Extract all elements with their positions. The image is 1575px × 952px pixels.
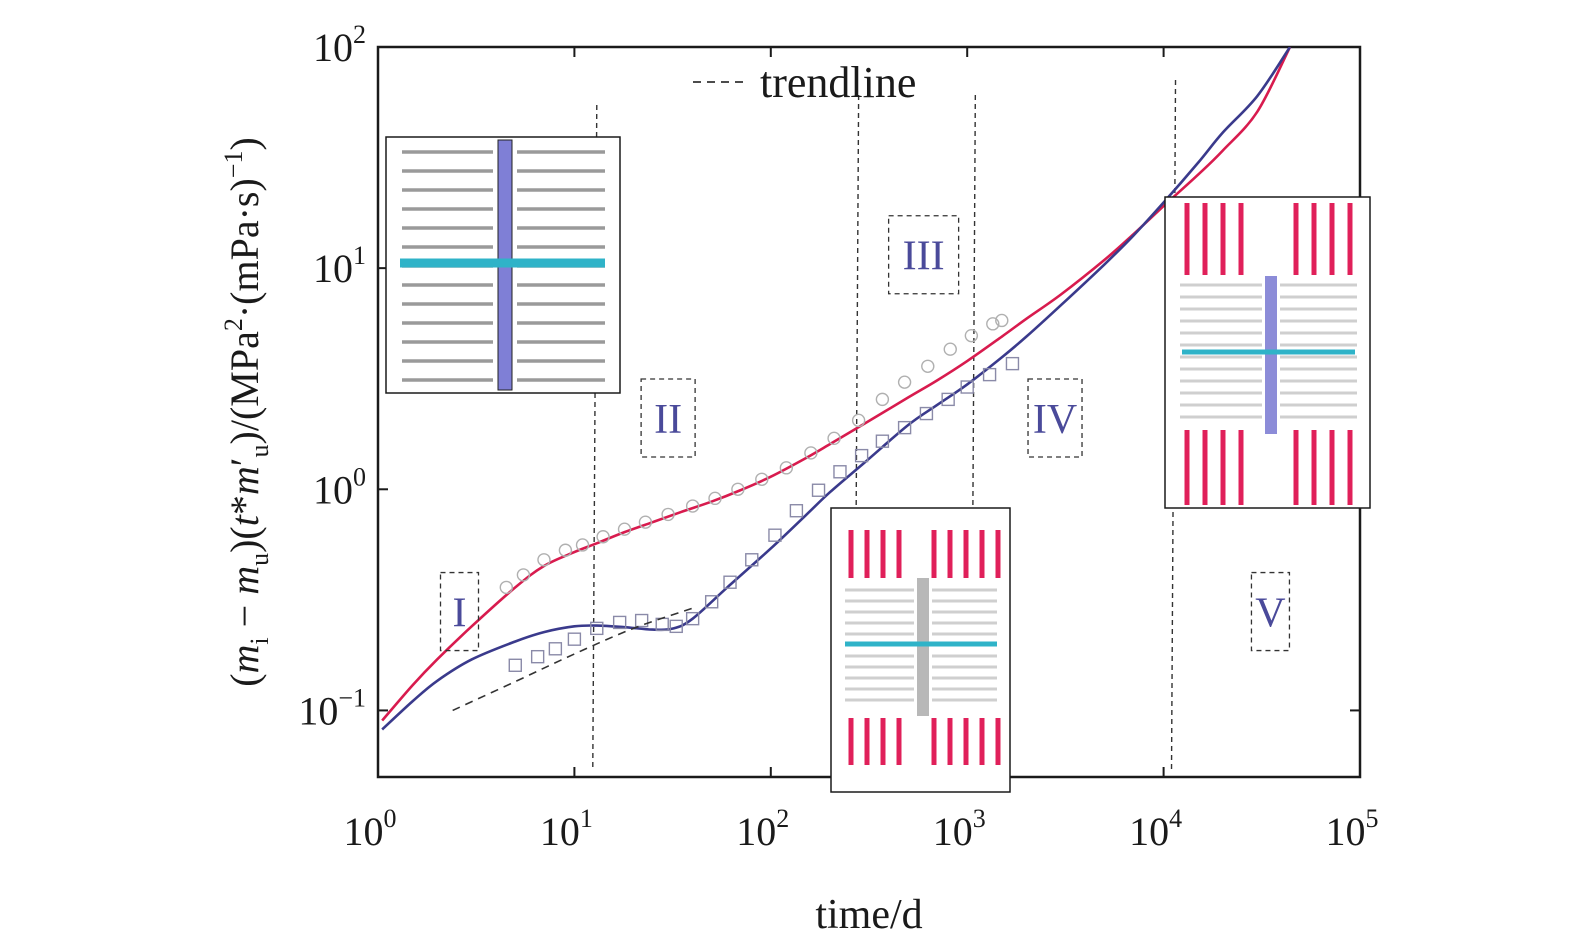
data-marker-square [567,632,582,646]
region-box [640,378,696,458]
data-marker-square [941,392,955,407]
data-marker-circle [897,375,912,389]
data-marker-square [897,420,912,435]
data-marker-circle [921,359,935,373]
data-marker-square [875,434,890,448]
data-marker-square [669,619,683,634]
data-marker-square [685,611,700,626]
data-marker-circle [558,543,573,557]
data-marker-square [745,553,759,567]
data-marker-square [548,642,563,656]
data-marker-square [960,380,974,394]
region-box [887,215,960,295]
x-axis-title: time/d [815,892,922,938]
region-label: II [654,397,682,443]
data-marker-square [982,367,997,382]
series-line [381,47,1292,731]
region-box [1250,571,1291,652]
data-marker-circle [827,431,841,446]
data-marker-square [530,649,545,664]
data-marker-circle [596,530,610,544]
data-marker-square [1005,356,1020,371]
x-tick-label: 103 [933,804,986,854]
x-tick-label: 104 [1129,804,1182,854]
data-marker-square [723,575,737,589]
data-marker-circle [875,392,890,407]
data-marker-circle [638,515,653,529]
y-tick-label: 100 [313,462,366,512]
data-marker-circle [516,568,531,582]
region-label: IV [1033,397,1077,443]
data-marker-circle [685,499,700,513]
y-axis-title: (mi − mu)(t*m′u)/(MPa2·(mPa·s)−1) [219,137,274,687]
data-marker-circle [804,446,818,460]
data-marker-square [704,595,719,609]
data-marker-circle [617,522,632,536]
x-tick-label: 101 [540,804,593,854]
region-box [1027,378,1083,458]
legend-label: trendline [760,58,916,107]
series-layer [381,47,1292,731]
data-marker-square [768,528,782,542]
x-tick-label: 102 [736,804,789,854]
data-marker-circle [537,553,551,567]
data-marker-square [811,483,826,497]
data-marker-circle [943,342,957,356]
data-marker-square [854,448,869,463]
data-marker-square [590,621,604,636]
region-box [439,571,480,652]
data-marker-square [612,615,627,630]
y-tick-label: 102 [313,20,366,70]
y-tick-label: 10−1 [298,683,366,733]
data-marker-circle [964,328,979,343]
region-label: I [453,591,467,637]
region-label: III [903,234,945,280]
data-marker-circle [779,461,794,475]
data-marker-square [789,504,804,518]
data-marker-circle [755,472,769,486]
x-tick-label: 105 [1326,804,1379,854]
data-marker-circle [851,413,866,428]
inset-fracture-schematic-2 [830,507,1011,793]
data-marker-square [919,406,934,421]
inset-fracture-schematic-3 [1164,196,1371,509]
legend: trendline [693,58,916,107]
x-axis-ticks: 100 101 102 103 104 105 [344,47,1379,854]
y-tick-label: 101 [313,241,366,291]
region-label: V [1255,591,1285,637]
data-marker-circle [731,482,745,496]
data-marker-circle [575,538,590,552]
data-marker-square [833,465,847,479]
data-marker-circle [986,317,1000,331]
data-marker-circle [661,507,675,522]
data-marker-square [634,613,649,628]
data-marker-circle [995,313,1009,328]
inset-fracture-schematic-1 [385,136,621,394]
trendline-path [452,607,693,712]
data-marker-circle [499,580,513,595]
data-marker-square [508,658,522,672]
data-marker-circle [708,491,722,506]
x-tick-label: 100 [344,804,397,854]
y-axis-ticks: 10−1 100 101 102 [298,20,1360,733]
